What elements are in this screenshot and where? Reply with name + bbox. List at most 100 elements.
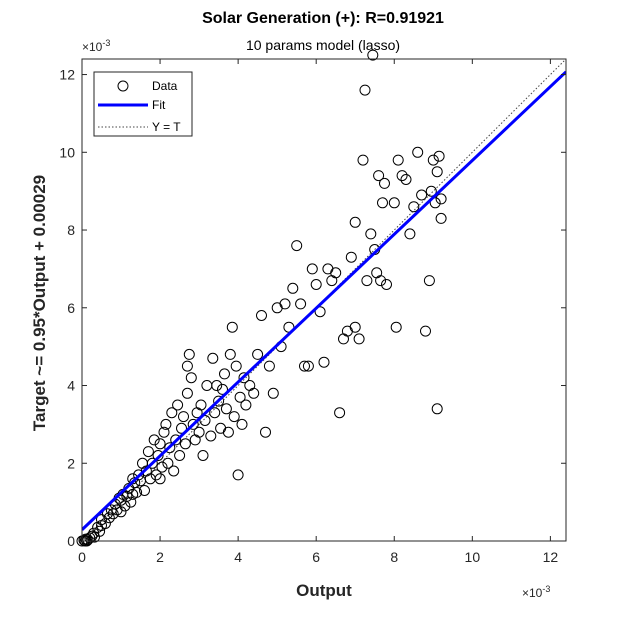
- x-tick-label: 2: [156, 549, 164, 565]
- data-point: [349, 216, 361, 228]
- data-point: [160, 418, 172, 430]
- data-point: [146, 457, 158, 469]
- data-point: [142, 446, 154, 458]
- x-tick-label: 0: [78, 549, 86, 565]
- data-point: [412, 146, 424, 158]
- fit-line: [82, 70, 566, 531]
- data-point: [318, 356, 330, 368]
- axes-box: [81, 58, 567, 542]
- y-tick-label: 6: [67, 300, 75, 316]
- data-point: [170, 434, 182, 446]
- data-point: [148, 434, 160, 446]
- data-point: [217, 383, 228, 395]
- data-point: [181, 387, 193, 399]
- data-point: [306, 263, 318, 275]
- data-point: [267, 387, 279, 399]
- y-exponent: ×10-3: [82, 38, 110, 54]
- data-point: [156, 461, 168, 473]
- data-point: [232, 469, 244, 481]
- data-point: [181, 360, 193, 372]
- data-point: [314, 306, 326, 318]
- data-point: [256, 310, 267, 321]
- data-point: [88, 527, 100, 539]
- legend-label-fit: Fit: [152, 98, 166, 112]
- data-point: [400, 174, 412, 185]
- data-point: [408, 201, 420, 213]
- data-point: [295, 298, 307, 310]
- data-point: [433, 150, 445, 162]
- data-point: [279, 298, 291, 310]
- data-point: [178, 411, 189, 423]
- data-point: [334, 407, 346, 419]
- data-point: [162, 457, 174, 469]
- data-point: [103, 512, 115, 524]
- data-point: [125, 496, 137, 508]
- data-point: [302, 360, 314, 372]
- data-point: [222, 426, 234, 438]
- data-point: [172, 399, 184, 411]
- data-point: [209, 407, 221, 419]
- data-point: [187, 418, 199, 430]
- data-point: [207, 352, 219, 364]
- data-point: [234, 391, 246, 403]
- data-point: [228, 411, 240, 423]
- data-point: [230, 360, 242, 372]
- x-tick-label: 12: [543, 549, 559, 565]
- y-tick-label: 8: [67, 222, 75, 238]
- data-point: [396, 170, 408, 182]
- data-point: [359, 84, 371, 96]
- svg-text:×10-3: ×10-3: [82, 38, 110, 54]
- data-point: [291, 240, 303, 252]
- data-point: [263, 360, 275, 372]
- data-point: [213, 395, 225, 407]
- data-point: [236, 418, 248, 430]
- data-point: [416, 189, 428, 201]
- data-point: [224, 348, 236, 360]
- data-point: [431, 403, 443, 415]
- legend-marker-data: [117, 80, 129, 92]
- y-exponent-power: -3: [102, 38, 110, 48]
- data-point: [420, 325, 431, 337]
- y-tick-label: 4: [67, 378, 75, 394]
- data-point: [199, 415, 211, 426]
- data-point: [390, 321, 402, 333]
- data-point: [365, 228, 377, 240]
- data-point: [248, 387, 260, 399]
- data-point: [219, 368, 230, 380]
- chart-title: Solar Generation (+): R=0.91921: [202, 10, 444, 27]
- data-point: [185, 372, 197, 384]
- x-axis-label: Output: [296, 581, 352, 600]
- x-tick-label: 4: [234, 549, 242, 565]
- y-tick-label: 2: [67, 455, 75, 471]
- chart-subtitle: 10 params model (lasso): [246, 37, 400, 53]
- data-point: [197, 450, 209, 461]
- data-point: [349, 321, 361, 333]
- data-point: [373, 170, 385, 182]
- data-point: [152, 450, 164, 461]
- data-point: [353, 333, 365, 345]
- data-point: [158, 426, 170, 438]
- data-point: [240, 399, 252, 411]
- data-point: [377, 197, 388, 209]
- data-point: [260, 426, 271, 438]
- data-point: [357, 154, 369, 166]
- data-point: [164, 442, 176, 454]
- data-point: [226, 321, 238, 333]
- data-point: [220, 403, 232, 415]
- data-point: [115, 506, 127, 518]
- x-exponent-power: -3: [542, 584, 550, 594]
- legend-label-identity: Y = T: [152, 120, 181, 134]
- legend-label-data: Data: [152, 79, 178, 93]
- data-point: [435, 193, 447, 205]
- data-point: [211, 380, 223, 391]
- data-point: [435, 212, 447, 224]
- data-point: [179, 438, 191, 450]
- data-point: [176, 422, 187, 434]
- y-axis-label: Target ~= 0.95*Output + 0.00029: [30, 175, 49, 431]
- data-point: [431, 166, 443, 178]
- data-point: [154, 473, 166, 485]
- y-tick-label: 12: [59, 67, 75, 83]
- data-point: [252, 348, 264, 360]
- data-point: [404, 228, 416, 240]
